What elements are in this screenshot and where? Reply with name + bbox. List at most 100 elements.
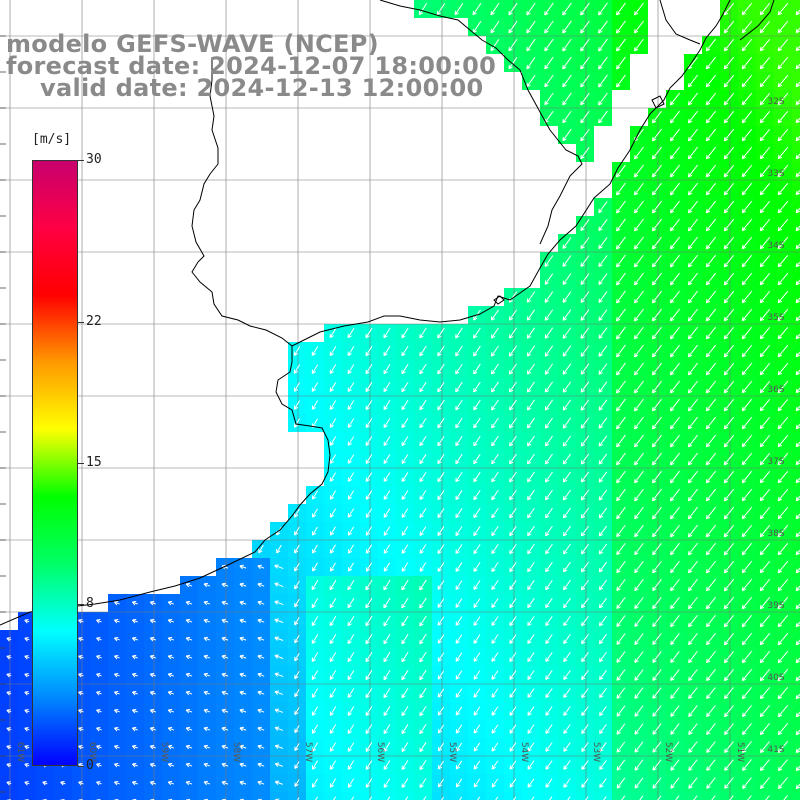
wind-arrow	[633, 398, 644, 412]
wind-arrow	[675, 795, 680, 800]
wind-arrow	[777, 200, 789, 214]
wind-arrow	[616, 597, 626, 610]
wind-arrow	[258, 544, 264, 554]
wind-arrow	[795, 225, 800, 232]
wind-arrow	[544, 435, 554, 447]
wind-arrow	[759, 452, 771, 466]
wind-cell	[792, 270, 800, 288]
wind-arrow	[149, 762, 156, 768]
wind-arrow	[688, 614, 698, 628]
wind-arrow	[473, 562, 481, 573]
wind-arrow	[705, 146, 717, 160]
wind-arrow	[401, 363, 409, 375]
wind-arrow	[437, 508, 445, 519]
wind-arrow	[347, 346, 355, 357]
wind-arrow	[383, 615, 391, 627]
wind-arrow	[616, 579, 626, 592]
longitude-label: 52W	[663, 742, 673, 762]
wind-arrow	[419, 417, 427, 429]
wind-arrow	[723, 74, 735, 88]
wind-arrow	[311, 634, 319, 645]
wind-arrow	[294, 779, 300, 787]
wind-arrow	[795, 27, 800, 34]
wind-arrow	[633, 200, 644, 214]
wind-arrow	[490, 309, 499, 321]
wind-arrow	[437, 616, 445, 626]
wind-arrow	[149, 708, 156, 714]
wind-arrow	[437, 742, 445, 752]
wind-arrow	[723, 669, 734, 682]
wind-arrow	[669, 362, 680, 376]
wind-cell	[396, 792, 414, 800]
wind-arrow	[562, 92, 572, 106]
wind-arrow	[795, 675, 800, 682]
wind-arrow	[669, 506, 680, 520]
wind-arrow	[687, 92, 699, 106]
wind-arrow	[741, 272, 753, 286]
wind-arrow	[634, 560, 644, 574]
wind-arrow	[669, 92, 680, 106]
wind-cell	[792, 54, 800, 72]
wind-arrow	[311, 364, 319, 374]
wind-arrow	[562, 273, 572, 285]
wind-arrow	[688, 651, 698, 664]
wind-arrow	[490, 327, 499, 339]
wind-arrow	[741, 723, 752, 736]
wind-arrow	[437, 580, 445, 590]
wind-arrow	[723, 254, 735, 268]
wind-arrow	[741, 164, 753, 178]
wind-arrow	[598, 291, 608, 304]
wind-arrow	[580, 38, 590, 52]
wind-arrow	[113, 780, 120, 786]
wind-arrow	[759, 326, 771, 340]
wind-arrow	[491, 760, 499, 770]
wind-arrow	[6, 727, 12, 732]
wind-arrow	[633, 236, 644, 250]
wind-arrow	[203, 636, 211, 642]
wind-cell	[162, 792, 180, 800]
wind-arrow	[687, 74, 699, 88]
wind-arrow	[437, 688, 445, 698]
wind-arrow	[759, 272, 771, 286]
wind-arrow	[634, 524, 644, 538]
wind-arrow	[599, 778, 607, 788]
wind-arrow	[634, 615, 644, 628]
wind-arrow	[633, 20, 644, 34]
wind-arrow	[687, 398, 699, 412]
wind-arrow	[634, 705, 644, 717]
wind-arrow	[651, 128, 662, 142]
wind-arrow	[670, 560, 680, 574]
wind-arrow	[759, 20, 771, 34]
wind-arrow	[544, 417, 554, 429]
wind-arrow	[705, 200, 717, 214]
wind-arrow	[723, 308, 735, 322]
wind-arrow	[795, 531, 800, 538]
wind-arrow	[599, 742, 607, 753]
wind-arrow	[723, 488, 735, 502]
wind-arrow	[329, 436, 337, 446]
wind-arrow	[527, 507, 535, 519]
wind-arrow	[759, 434, 771, 448]
wind-arrow	[491, 471, 499, 483]
wind-arrow	[527, 543, 535, 555]
wind-arrow	[580, 579, 589, 591]
wind-arrow	[777, 524, 789, 538]
wind-arrow	[598, 363, 608, 375]
wind-cell	[378, 792, 396, 800]
wind-arrow	[741, 344, 753, 358]
wind-arrow	[347, 382, 355, 393]
wind-arrow	[669, 308, 680, 322]
wind-arrow	[527, 561, 535, 573]
wind-arrow	[633, 254, 644, 268]
wind-arrow	[580, 74, 590, 88]
wind-arrow	[149, 690, 156, 696]
wind-arrow	[329, 724, 337, 734]
wind-arrow	[437, 760, 445, 770]
wind-arrow	[669, 524, 680, 538]
wind-arrow	[580, 543, 589, 555]
wind-arrow	[634, 579, 644, 592]
wind-cell	[306, 792, 324, 800]
wind-arrow	[113, 636, 120, 642]
wind-cell	[126, 792, 144, 800]
wind-arrow	[723, 20, 735, 34]
